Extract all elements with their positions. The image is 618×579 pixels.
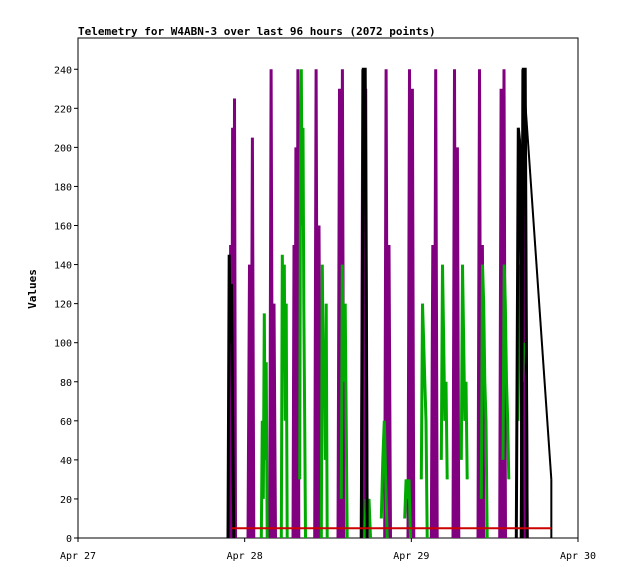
y-tick-label: 80 [60,378,72,389]
series-pulse [359,67,369,539]
x-tick-label: Apr 27 [60,551,96,562]
x-axis-ticks: Apr 27 Apr 28 Apr 29 Apr 30 [60,538,596,562]
x-tick-label: Apr 29 [393,551,429,562]
series-pulse [498,69,507,539]
series-pulse [406,69,416,539]
y-tick-label: 0 [66,534,72,545]
y-tick-label: 60 [60,417,72,428]
y-tick-label: 40 [60,456,72,467]
series-pulse [268,69,277,539]
series-pulse [298,69,307,539]
series-pulse [259,313,269,539]
series-pulse [313,69,322,539]
series-pulse [403,479,412,539]
series-pulse [336,69,346,539]
series-pulse [279,254,289,539]
series-pulse [319,264,329,539]
chart-title: Telemetry for W4ABN-3 over last 96 hours… [78,25,436,38]
y-tick-label: 200 [54,143,72,154]
x-tick-label: Apr 30 [560,551,596,562]
x-tick-label: Apr 28 [227,551,263,562]
series-pulse [226,254,236,539]
series-pulse [379,420,389,539]
y-tick-label: 100 [54,339,72,350]
series-pulse [339,264,349,539]
series-pulse [429,69,439,539]
series-pulse [383,69,392,539]
series-pulse [228,98,237,539]
series-layer [226,67,553,539]
y-tick-label: 180 [54,182,72,193]
series-pulse [501,264,511,480]
series-pulse [479,264,489,539]
y-tick-label: 220 [54,104,72,115]
series-pulse [439,264,449,480]
y-tick-label: 160 [54,222,72,233]
y-tick-label: 120 [54,300,72,311]
y-axis-ticks: 0 20 40 60 80 100 120 140 160 180 200 220 240 [54,65,78,545]
y-tick-label: 240 [54,65,72,76]
y-axis-label: Values [26,269,39,309]
series-2 [226,67,553,539]
series-pulse [246,137,256,539]
series-pulse [459,264,469,480]
series-ramp [522,69,553,480]
series-pulse [519,67,529,539]
series-pulse [419,303,429,539]
series-pulse [291,69,301,539]
y-tick-label: 20 [60,495,72,506]
y-tick-label: 140 [54,261,72,272]
plot-area-frame [77,37,579,539]
series-pulse [451,69,461,539]
